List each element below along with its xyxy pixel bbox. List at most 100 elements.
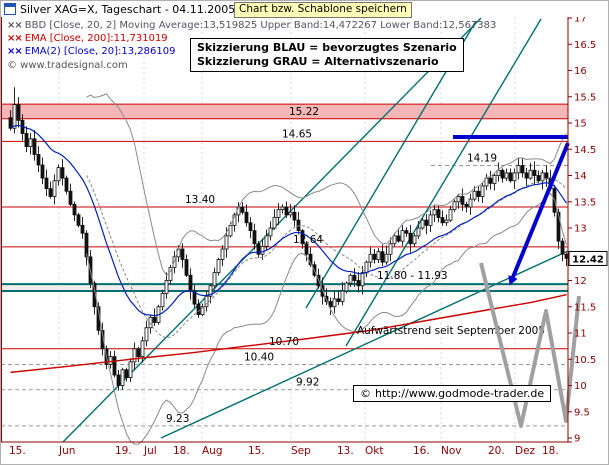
candle-body [116, 374, 121, 386]
candle-body [188, 274, 193, 292]
candle-body [252, 230, 257, 245]
candle-body [412, 235, 417, 245]
alt-scenario-gray-drawing [479, 262, 581, 428]
candle-body [516, 165, 521, 174]
candle-body [512, 172, 517, 182]
x-tick-label: 15. [248, 445, 265, 457]
candle-body [528, 169, 533, 179]
candle-body [376, 251, 381, 260]
x-tick-label: 20. [488, 445, 505, 457]
candle-body [348, 274, 353, 284]
candle-body [192, 290, 197, 305]
candle-body [384, 253, 389, 263]
candle-body [8, 117, 13, 129]
ema20-line [10, 124, 567, 317]
candle-body [492, 175, 497, 184]
candle-body [508, 172, 513, 182]
x-tick-label: Nov [441, 445, 462, 457]
candle-body [12, 104, 17, 129]
candle-body [488, 177, 493, 184]
candle-body [500, 169, 505, 179]
bollinger-lower [86, 192, 567, 445]
candle-body [452, 201, 457, 211]
candle-body [352, 274, 357, 281]
candle-body [332, 298, 337, 308]
candle-body [128, 361, 133, 379]
candle-body [140, 340, 145, 358]
candle-body [248, 222, 253, 232]
y-tick-label: 11.5 [574, 302, 596, 313]
candle-body [328, 301, 333, 308]
candle-body [48, 188, 53, 197]
candle-body [40, 164, 45, 179]
ema200-line-marker-icon: ×× [7, 33, 23, 44]
scenario-line-blue: Skizzierung BLAU = bevorzugtes Szenario [197, 41, 457, 54]
candle-body [164, 280, 169, 295]
y-tick-label: 10 [574, 381, 587, 392]
x-tick-label: Dez [515, 445, 536, 457]
candle-body [16, 104, 21, 121]
candle-body [60, 167, 65, 179]
level-label: 9.92 [296, 377, 319, 389]
legend-ema20: ×× EMA(2) [Close, 20]:13,286109 [7, 46, 176, 57]
y-tick-label: 12 [574, 276, 587, 287]
candle-body [368, 253, 373, 263]
level-label: 10.70 [269, 336, 299, 348]
candle-body [120, 369, 125, 386]
blue-arrowhead-icon [508, 275, 518, 286]
candle-body [428, 214, 433, 226]
y-tick-label: 13.5 [574, 197, 596, 208]
candle-body [392, 235, 397, 245]
x-tick-label: 15. [9, 445, 26, 457]
source-url-box: © http://www.godmode-trader.de [353, 385, 552, 402]
candle-body [272, 217, 277, 229]
candle-body [288, 211, 293, 216]
candle-body [504, 172, 509, 179]
candle-body [468, 198, 473, 208]
current-price-badge [568, 250, 608, 266]
level-label: 14.65 [282, 128, 312, 140]
zone-label: 11.80 - 11.93 [377, 270, 448, 282]
blue-scenario-arrow-line [511, 142, 570, 278]
level-label: 14.19 [467, 153, 497, 165]
candle-body [112, 356, 117, 376]
bbd-line-marker-icon: ×× [7, 20, 23, 31]
y-tick-label: 13 [574, 224, 587, 235]
y-tick-label: 9.5 [574, 407, 590, 418]
candle-body [52, 180, 57, 197]
candle-body [344, 282, 349, 292]
candle-body [380, 251, 385, 263]
x-tick-label: Aug [202, 445, 223, 457]
y-tick-label: 16.5 [574, 40, 596, 51]
y-tick-label: 17 [574, 14, 587, 25]
candle-body [420, 219, 425, 229]
candle-body [388, 243, 393, 255]
level-label: 12.64 [293, 234, 323, 246]
candle-body [292, 211, 297, 221]
ema200-line [10, 293, 567, 374]
candle-body [460, 196, 465, 205]
candle-body [152, 316, 157, 323]
y-tick-label: 11 [574, 329, 587, 340]
current-price-label: 12.42 [572, 254, 604, 265]
candle-body [204, 295, 209, 308]
candle-body [536, 175, 541, 182]
candle-body [408, 232, 413, 245]
legend-ema200: ×× EMA [Close, 200]:11,731019 [7, 33, 168, 44]
candle-body [220, 248, 225, 260]
y-tick-label: 14 [574, 171, 587, 182]
candle-body [264, 235, 269, 247]
candle-body [300, 230, 305, 245]
candle-body [108, 356, 113, 365]
save-template-button[interactable]: Chart bzw. Schablone speichern [234, 2, 412, 18]
x-tick-label: Jun [58, 445, 75, 457]
candle-body [36, 154, 41, 166]
candle-body [444, 219, 449, 224]
candle-body [72, 203, 77, 216]
candle-body [160, 293, 165, 308]
candle-body [448, 209, 453, 221]
candle-body [184, 259, 189, 276]
candle-body [44, 177, 49, 190]
candle-body [476, 190, 481, 197]
